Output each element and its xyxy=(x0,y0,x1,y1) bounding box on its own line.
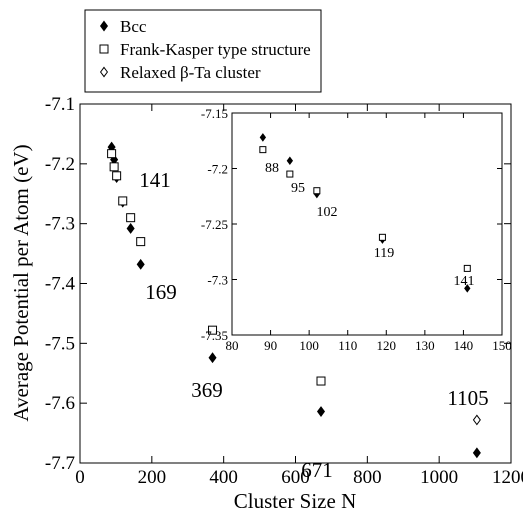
inset-x-tick-label: 150 xyxy=(492,338,512,353)
inset-point-annotation: 88 xyxy=(265,161,279,176)
inset-plot-frame xyxy=(231,112,503,336)
x-tick-label: 0 xyxy=(75,467,85,488)
point-annotation: 1105 xyxy=(447,386,488,410)
inset-point-annotation: 119 xyxy=(374,246,394,261)
x-tick-label: 800 xyxy=(353,467,382,488)
inset-point-series-2 xyxy=(378,233,386,241)
main-point-series-2 xyxy=(109,162,119,172)
x-tick-label: 600 xyxy=(281,467,310,488)
inset-x-tick-label: 90 xyxy=(264,338,277,353)
legend: Bcc Frank-Kasper type structure Relaxed β-… xyxy=(84,9,322,93)
y-tick-label: -7.1 xyxy=(45,94,75,115)
y-axis-label: Average Potential per Atom (eV) xyxy=(9,144,33,421)
inset-point-series-1 xyxy=(259,133,267,142)
main-point-series-2 xyxy=(208,325,218,335)
main-point-series-1 xyxy=(316,406,326,417)
x-tick-label: 1000 xyxy=(420,467,458,488)
main-point-series-2 xyxy=(112,171,122,181)
inset-point-annotation: 141 xyxy=(454,274,475,289)
inset-point-series-2 xyxy=(259,146,267,154)
inset-point-annotation: 95 xyxy=(291,181,305,196)
y-tick-label: -7.2 xyxy=(45,154,75,175)
legend-marker-3 xyxy=(99,66,109,78)
y-tick-label: -7.6 xyxy=(45,393,75,414)
inset-point-series-2 xyxy=(286,170,294,178)
inset-point-series-2 xyxy=(463,264,471,272)
legend-marker-1 xyxy=(99,20,109,32)
main-point-series-2 xyxy=(126,213,136,223)
point-annotation: 141 xyxy=(139,168,171,192)
x-tick-label: 400 xyxy=(209,467,238,488)
inset-plot: 80 90 100 110 120 130 140 150 -7.15 -7.2 -7.25 -7.3… xyxy=(201,106,512,353)
y-tick-label: -7.5 xyxy=(45,333,75,354)
main-point-series-1 xyxy=(472,447,481,459)
inset-x-tick-label: 130 xyxy=(415,338,435,353)
main-point-series-3 xyxy=(472,414,481,426)
inset-y-tick-label: -7.35 xyxy=(201,328,228,343)
legend-marker-2 xyxy=(99,44,109,54)
inset-x-tick-label: 120 xyxy=(377,338,397,353)
inset-y-tick-label: -7.3 xyxy=(207,273,228,288)
legend-label-3: Relaxed β-Ta cluster xyxy=(120,63,261,82)
main-point-series-1 xyxy=(126,223,135,234)
y-tick-label: -7.3 xyxy=(45,214,75,235)
main-plot: 0 200 400 600 800 1000 1200 -7.1 -7.2 -7.3 -7.4 -7.… xyxy=(9,94,523,513)
main-point-series-2 xyxy=(107,149,117,159)
inset-x-tick-label: 100 xyxy=(299,338,319,353)
inset-point-series-1 xyxy=(464,284,471,293)
inset-point-series-1 xyxy=(286,156,294,166)
inset-y-tick-label: -7.15 xyxy=(201,106,228,121)
point-annotation: 671 xyxy=(301,458,333,482)
inset-x-tick-label: 80 xyxy=(226,338,239,353)
inset-point-series-2 xyxy=(313,187,321,195)
inset-y-tick-label: -7.2 xyxy=(207,162,228,177)
point-annotation: 169 xyxy=(145,280,177,304)
y-tick-label: -7.7 xyxy=(45,453,75,474)
inset-y-tick-label: -7.25 xyxy=(201,217,228,232)
main-point-series-2 xyxy=(316,376,326,386)
point-annotation: 369 xyxy=(191,378,223,402)
legend-box xyxy=(84,9,322,93)
main-point-series-2 xyxy=(136,237,146,247)
x-tick-label: 1200 xyxy=(492,467,523,488)
main-point-series-1 xyxy=(136,258,145,270)
inset-point-annotation: 102 xyxy=(317,205,338,220)
inset-x-tick-label: 140 xyxy=(454,338,474,353)
main-point-series-2 xyxy=(118,196,128,206)
legend-label-1: Bcc xyxy=(120,17,147,36)
main-point-series-1 xyxy=(208,352,217,364)
x-tick-label: 200 xyxy=(138,467,167,488)
y-tick-label: -7.4 xyxy=(45,274,76,295)
inset-x-tick-label: 110 xyxy=(338,338,357,353)
legend-label-2: Frank-Kasper type structure xyxy=(120,40,311,59)
x-axis-label: Cluster Size N xyxy=(234,489,356,513)
